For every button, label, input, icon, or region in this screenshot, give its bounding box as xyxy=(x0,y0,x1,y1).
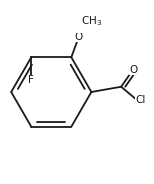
Text: CH$_3$: CH$_3$ xyxy=(81,14,102,28)
Text: F: F xyxy=(28,75,34,85)
Text: O: O xyxy=(74,32,83,42)
Text: Cl: Cl xyxy=(135,95,145,105)
Text: O: O xyxy=(129,65,137,75)
